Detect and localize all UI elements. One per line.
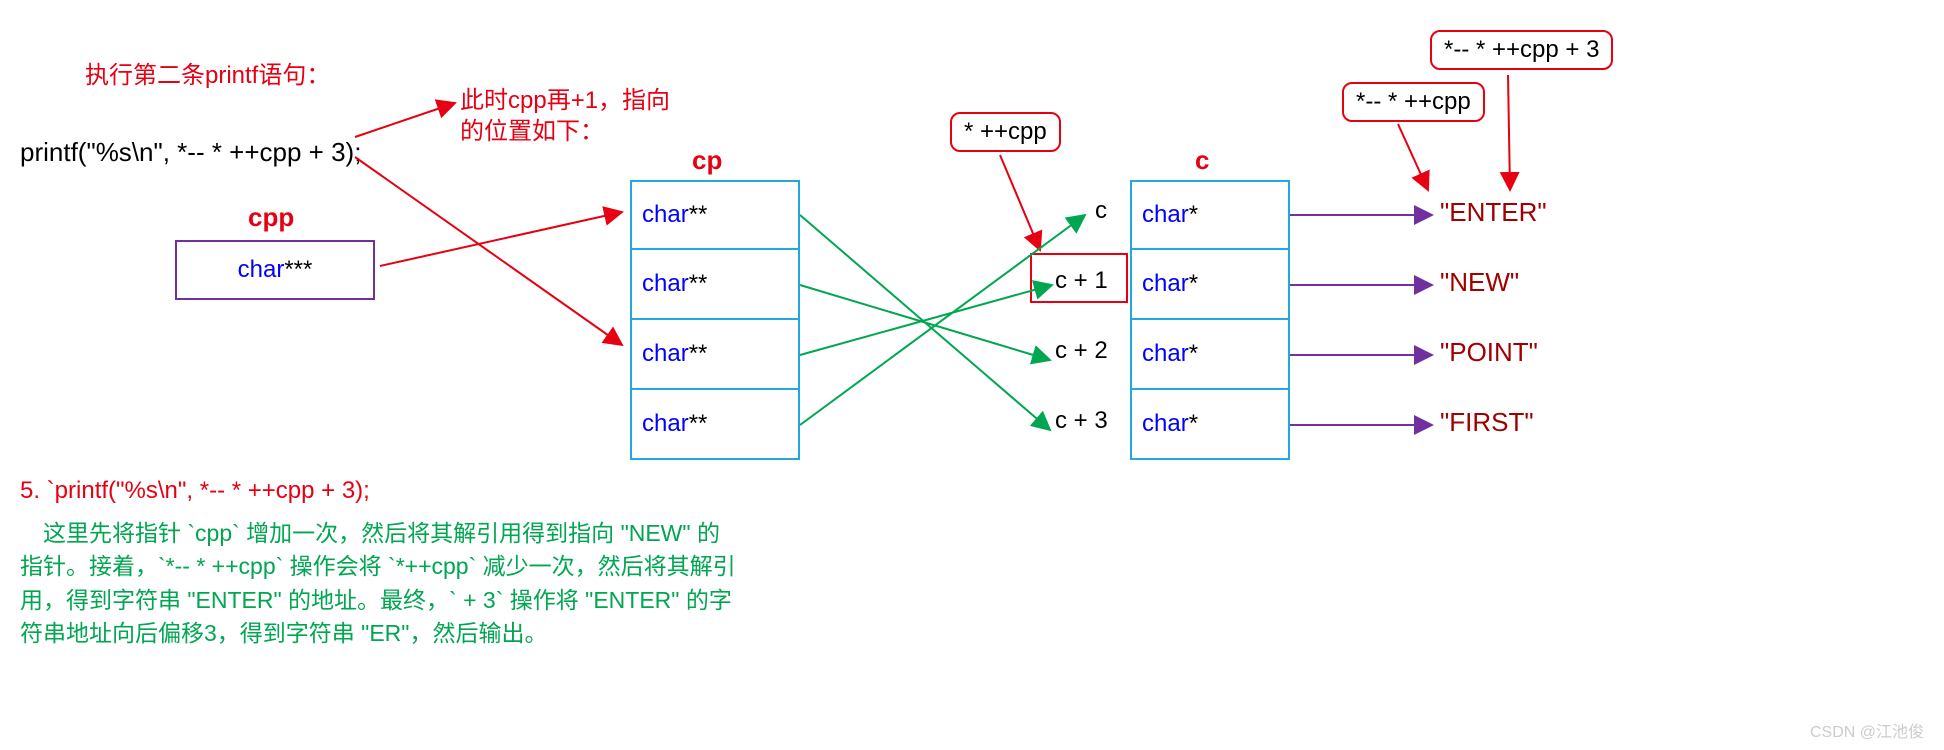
cpp-box: char*** [175, 240, 375, 300]
c-cell-0: char* [1130, 180, 1290, 250]
c-cell-3: char* [1130, 390, 1290, 460]
cp-cell-1: char** [630, 250, 800, 320]
c-cell-2: char* [1130, 320, 1290, 390]
c-label: c [1195, 145, 1209, 176]
cp-cell-3: char** [630, 390, 800, 460]
cpp-label: cpp [248, 202, 294, 233]
c-index-2: c + 2 [1055, 337, 1108, 365]
note-top: 此时cpp再+1，指向的位置如下： [460, 85, 680, 147]
step5-title: 5. `printf("%s\n", *-- * ++cpp + 3); [20, 477, 370, 505]
bubble-star: *-- * ++cpp [1342, 82, 1485, 122]
c-array: char* char* char* char* [1130, 180, 1290, 460]
c-index-0: c [1095, 197, 1107, 225]
string-2: "POINT" [1440, 337, 1538, 368]
cp-label: cp [692, 145, 722, 176]
string-0: "ENTER" [1440, 197, 1547, 228]
c-cell-1: char* [1130, 250, 1290, 320]
cp-cell-2: char** [630, 320, 800, 390]
bubble-plus3: *-- * ++cpp + 3 [1430, 30, 1613, 70]
header-text: 执行第二条printf语句： [85, 55, 330, 90]
c-index-3: c + 3 [1055, 407, 1108, 435]
string-1: "NEW" [1440, 267, 1519, 298]
cp-array: char** char** char** char** [630, 180, 800, 460]
code-line: printf("%s\n", *-- * ++cpp + 3); [20, 137, 361, 168]
cp-cell-0: char** [630, 180, 800, 250]
bubble-cpp: * ++cpp [950, 112, 1061, 152]
cpp-type-prefix: char [238, 256, 285, 284]
highlight-box [1030, 253, 1128, 303]
explanation: 这里先将指针 `cpp` 增加一次，然后将其解引用得到指向 "NEW" 的指针。… [20, 517, 740, 650]
string-3: "FIRST" [1440, 407, 1534, 438]
watermark: CSDN @江池俊 [1810, 718, 1924, 742]
